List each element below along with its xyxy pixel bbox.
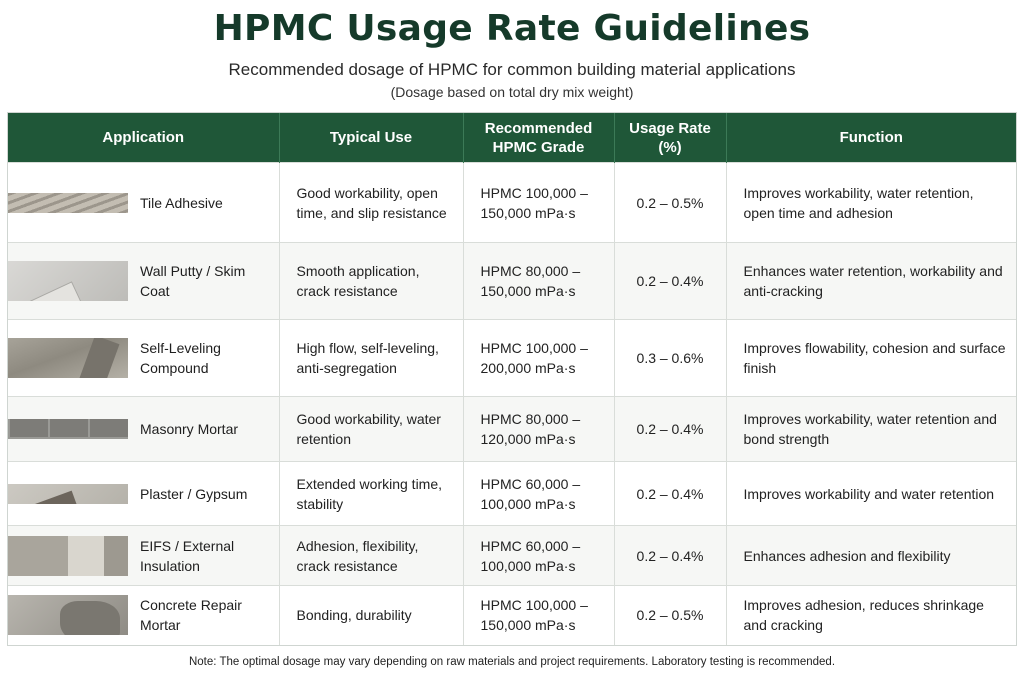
application-cell: Self-Leveling Compound	[8, 319, 280, 397]
application-name: Plaster / Gypsum	[140, 485, 248, 502]
dosage-basis-note: (Dosage based on total dry mix weight)	[390, 84, 634, 100]
grade-cell: HPMC 100,000 – 200,000 mPa·s	[463, 319, 615, 397]
application-name: EIFS / External Insulation	[140, 537, 235, 574]
tile-adhesive-photo	[8, 192, 128, 213]
application-name: Masonry Mortar	[140, 421, 239, 437]
grade-cell: HPMC 80,000 – 120,000 mPa·s	[463, 396, 615, 462]
application-cell: Tile Adhesive	[8, 162, 280, 243]
masonry-mortar-photo	[8, 419, 128, 439]
grade-cell: HPMC 100,000 – 150,000 mPa·s	[463, 162, 615, 243]
wall-putty-photo	[8, 261, 128, 301]
table-row: EIFS / External Insulation Adhesion, fle…	[8, 525, 1016, 586]
function-cell: Enhances water retention, workability an…	[726, 242, 1016, 320]
page-subtitle: Recommended dosage of HPMC for common bu…	[228, 60, 796, 79]
grade-cell: HPMC 60,000 – 100,000 mPa·s	[463, 461, 615, 526]
application-cell: Plaster / Gypsum	[8, 461, 280, 526]
application-cell: Masonry Mortar	[8, 396, 280, 462]
usage-rate-cell: 0.2 – 0.5%	[614, 162, 727, 243]
column-header-usage-rate: Usage Rate (%)	[614, 113, 727, 163]
grade-cell: HPMC 80,000 – 150,000 mPa·s	[463, 242, 615, 320]
usage-rate-cell: 0.2 – 0.4%	[614, 461, 727, 526]
usage-rate-cell: 0.2 – 0.5%	[614, 585, 727, 645]
typical-use-cell: Good workability, water retention	[279, 396, 464, 462]
table-header-row: Application Typical Use Recommended HPMC…	[8, 113, 1016, 163]
table-row: Masonry Mortar Good workability, water r…	[8, 396, 1016, 462]
table-row: Self-Leveling Compound High flow, self-l…	[8, 319, 1016, 397]
typical-use-cell: High flow, self-leveling, anti-segregati…	[279, 319, 464, 397]
usage-rate-cell: 0.2 – 0.4%	[614, 242, 727, 320]
application-name: Tile Adhesive	[140, 194, 223, 211]
usage-rate-cell: 0.2 – 0.4%	[614, 525, 727, 586]
function-cell: Improves workability, water retention, o…	[726, 162, 1016, 243]
typical-use-cell: Good workability, open time, and slip re…	[279, 162, 464, 243]
column-header-function: Function	[726, 113, 1016, 163]
function-cell: Enhances adhesion and flexibility	[726, 525, 1016, 586]
column-header-grade: Recommended HPMC Grade	[463, 113, 615, 163]
usage-table: Application Typical Use Recommended HPMC…	[7, 112, 1017, 646]
column-header-application: Application	[8, 113, 280, 163]
grade-cell: HPMC 60,000 – 100,000 mPa·s	[463, 525, 615, 586]
application-name: Wall Putty / Skim Coat	[140, 263, 246, 299]
concrete-repair-photo	[8, 595, 128, 636]
function-cell: Improves workability and water retention	[726, 461, 1016, 526]
typical-use-cell: Adhesion, flexibility, crack resistance	[279, 525, 464, 586]
table-row: Concrete Repair Mortar Bonding, durabili…	[8, 585, 1016, 645]
footer-note: Note: The optimal dosage may vary depend…	[188, 656, 836, 668]
function-cell: Improves adhesion, reduces shrinkage and…	[726, 585, 1016, 645]
typical-use-cell: Extended working time, stability	[279, 461, 464, 526]
typical-use-cell: Smooth application, crack resistance	[279, 242, 464, 320]
typical-use-cell: Bonding, durability	[279, 585, 464, 645]
application-cell: EIFS / External Insulation	[8, 525, 280, 586]
application-name: Concrete Repair Mortar	[140, 597, 242, 634]
self-leveling-photo	[8, 338, 128, 378]
table-row: Tile Adhesive Good workability, open tim…	[8, 162, 1016, 243]
table-row: Wall Putty / Skim Coat Smooth applicatio…	[8, 242, 1016, 320]
table-row: Plaster / Gypsum Extended working time, …	[8, 461, 1016, 526]
application-name: Self-Leveling Compound	[140, 340, 221, 376]
page-title: HPMC Usage Rate Guidelines	[213, 8, 811, 49]
function-cell: Improves flowability, cohesion and surfa…	[726, 319, 1016, 397]
plaster-gypsum-photo	[8, 483, 128, 504]
application-cell: Wall Putty / Skim Coat	[8, 242, 280, 320]
usage-rate-cell: 0.3 – 0.6%	[614, 319, 727, 397]
function-cell: Improves workability, water retention an…	[726, 396, 1016, 462]
application-cell: Concrete Repair Mortar	[8, 585, 280, 645]
usage-rate-cell: 0.2 – 0.4%	[614, 396, 727, 462]
eifs-insulation-photo	[8, 535, 128, 576]
grade-cell: HPMC 100,000 – 150,000 mPa·s	[463, 585, 615, 645]
column-header-typical-use: Typical Use	[279, 113, 464, 163]
